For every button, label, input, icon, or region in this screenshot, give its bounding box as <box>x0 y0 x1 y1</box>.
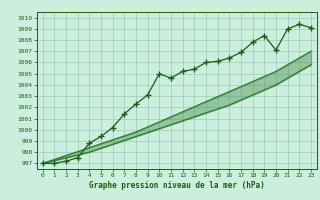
X-axis label: Graphe pression niveau de la mer (hPa): Graphe pression niveau de la mer (hPa) <box>89 181 265 190</box>
